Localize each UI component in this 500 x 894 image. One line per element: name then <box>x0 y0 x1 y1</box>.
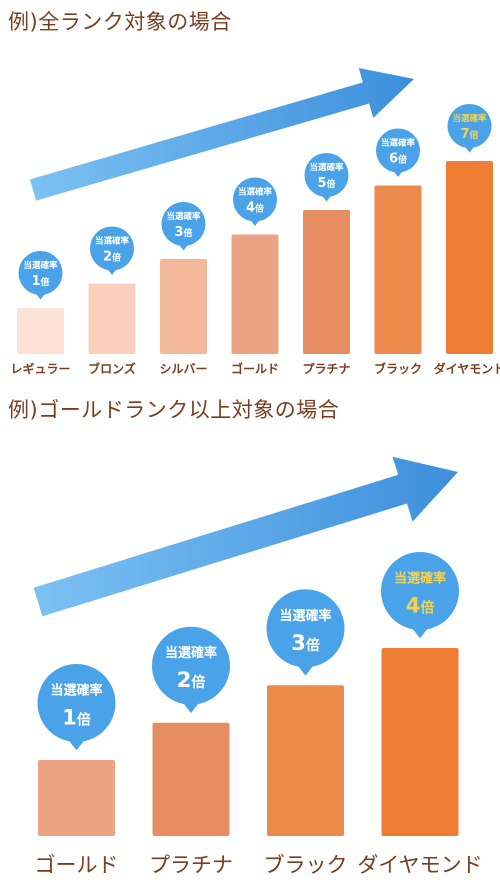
bar <box>446 161 493 354</box>
chart-title: 例)全ランク対象の場合 <box>8 10 232 34</box>
growth-arrow <box>33 456 458 617</box>
chart-title: 例)ゴールドランク以上対象の場合 <box>8 398 340 422</box>
bubble-label: 当選確率 <box>279 608 331 624</box>
bar <box>160 259 207 354</box>
probability-bubble <box>18 251 63 295</box>
bar <box>231 234 279 354</box>
multiplier-label: 4倍 <box>246 201 264 216</box>
bar <box>88 283 136 354</box>
multiplier-label: 6倍 <box>389 152 407 167</box>
bubble-label: 当選確率 <box>95 236 130 247</box>
bubble-label: 当選確率 <box>23 260 58 271</box>
category-label: ブロンズ <box>88 361 136 376</box>
chart-all-ranks: 例)全ランク対象の場合 当選確率 1倍レギュラー 当選確率 2倍ブロンズ 当選確率 3倍シ… <box>0 0 500 392</box>
probability-bubble <box>37 664 116 742</box>
multiplier-label: 7倍 <box>460 127 478 142</box>
bubble-pointer <box>250 219 260 226</box>
category-label: プラチナ <box>149 853 233 877</box>
category-label: ゴールド <box>231 361 279 376</box>
bar <box>38 760 115 836</box>
probability-bubble <box>90 226 134 271</box>
bubble-label: 当選確率 <box>238 187 273 198</box>
probability-bubble <box>266 589 345 668</box>
multiplier-label: 4倍 <box>406 593 435 617</box>
bubble-label: 当選確率 <box>165 645 217 661</box>
growth-arrow <box>29 68 415 201</box>
chart-gold-and-above: 例)ゴールドランク以上対象の場合 当選確率 1倍 ゴールド 当選確率 2倍 プラチナ 当選確… <box>0 392 500 894</box>
bubble-label: 当選確率 <box>309 162 344 173</box>
bar <box>267 685 344 836</box>
probability-bubble <box>447 104 492 148</box>
bar <box>374 185 422 354</box>
bubble-pointer <box>68 740 85 751</box>
category-label: レギュラー <box>10 361 70 376</box>
bar <box>303 210 350 354</box>
bubble-pointer <box>321 195 332 202</box>
bubble-label: 当選確率 <box>50 682 102 698</box>
bubble-label: 当選確率 <box>166 211 201 222</box>
category-label: ブラック <box>374 361 422 376</box>
category-label: ダイヤモンド <box>357 853 482 877</box>
probability-bubble <box>304 153 349 197</box>
bubble-label: 当選確率 <box>394 570 446 586</box>
multiplier-label: 2倍 <box>177 668 206 692</box>
category-label: シルバー <box>159 362 207 376</box>
probability-bubble <box>161 202 206 246</box>
category-label: ブラック <box>264 853 348 877</box>
bubble-label: 当選確率 <box>381 138 416 149</box>
bar <box>17 308 64 354</box>
multiplier-label: 2倍 <box>103 250 121 265</box>
probability-bubble <box>152 626 230 705</box>
bubble-pointer <box>183 702 199 714</box>
bubble-pointer <box>393 170 403 177</box>
bar <box>152 722 230 836</box>
bubble-label: 当選確率 <box>452 113 487 124</box>
probability-bubble <box>376 128 420 173</box>
multiplier-label: 1倍 <box>31 274 49 289</box>
category-label: ダイヤモンド <box>434 361 500 376</box>
bubble-pointer <box>412 628 428 639</box>
bar <box>381 648 459 836</box>
category-label: ゴールド <box>35 853 119 877</box>
probability-bubble <box>381 552 459 630</box>
bubble-pointer <box>35 293 46 300</box>
multiplier-label: 5倍 <box>317 176 335 191</box>
category-label: プラチナ <box>302 361 350 376</box>
multiplier-label: 3倍 <box>174 225 192 240</box>
bubble-pointer <box>107 268 117 275</box>
bubble-pointer <box>464 146 475 153</box>
probability-bubble <box>233 177 277 222</box>
multiplier-label: 3倍 <box>291 631 320 655</box>
multiplier-label: 1倍 <box>62 705 91 729</box>
bubble-pointer <box>297 665 314 676</box>
bubble-pointer <box>178 244 189 251</box>
